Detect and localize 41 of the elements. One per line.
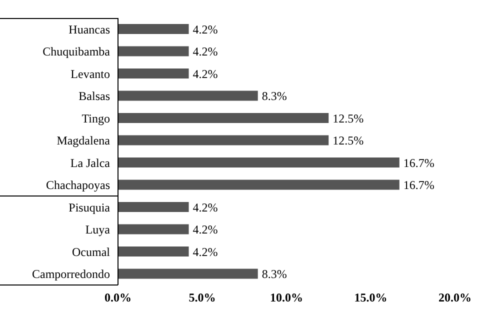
bar bbox=[118, 135, 329, 146]
y-tick-label: Chachapoyas bbox=[46, 178, 110, 192]
y-tick-label: Pisuquia bbox=[68, 200, 111, 214]
bar bbox=[118, 46, 189, 56]
data-label: 12.5% bbox=[332, 111, 364, 126]
x-tick-label: 5.0% bbox=[188, 290, 216, 305]
bar bbox=[118, 180, 400, 190]
x-tick-label: 0.0% bbox=[104, 290, 132, 305]
y-tick-label: Huancas bbox=[68, 22, 110, 36]
data-label: 12.5% bbox=[332, 134, 364, 148]
data-label: 8.3% bbox=[262, 89, 287, 104]
bar bbox=[118, 202, 189, 212]
y-tick-label: Camporredondo bbox=[32, 267, 110, 282]
data-label: 8.3% bbox=[262, 267, 287, 282]
bar bbox=[118, 246, 189, 256]
bar bbox=[118, 113, 329, 123]
bar bbox=[118, 24, 189, 34]
y-tick-label: Levanto bbox=[70, 66, 110, 81]
y-tick-label: Ocumal bbox=[72, 244, 111, 259]
y-tick-label: La Jalca bbox=[70, 156, 111, 170]
data-label: 4.2% bbox=[192, 244, 218, 259]
data-label: 4.2% bbox=[192, 222, 218, 237]
y-tick-label: Tingo bbox=[82, 111, 110, 126]
y-tick-label: Chuquibamba bbox=[42, 44, 111, 59]
bar bbox=[118, 268, 258, 279]
x-tick-label: 15.0% bbox=[354, 290, 388, 305]
data-label: 4.2% bbox=[192, 200, 218, 214]
bar bbox=[118, 224, 189, 234]
bar bbox=[118, 158, 400, 168]
y-tick-label: Magdalena bbox=[56, 134, 111, 148]
x-tick-label: 20.0% bbox=[438, 290, 472, 305]
x-tick-label: 10.0% bbox=[270, 290, 303, 305]
data-label: 4.2% bbox=[192, 66, 218, 81]
bar bbox=[118, 68, 189, 78]
data-label: 4.2% bbox=[192, 22, 218, 36]
y-tick-label: Luya bbox=[85, 222, 111, 237]
data-label: 16.7% bbox=[403, 178, 434, 192]
bar bbox=[118, 90, 258, 101]
data-label: 16.7% bbox=[403, 156, 434, 170]
data-label: 4.2% bbox=[192, 44, 218, 59]
y-tick-label: Balsas bbox=[78, 89, 110, 104]
